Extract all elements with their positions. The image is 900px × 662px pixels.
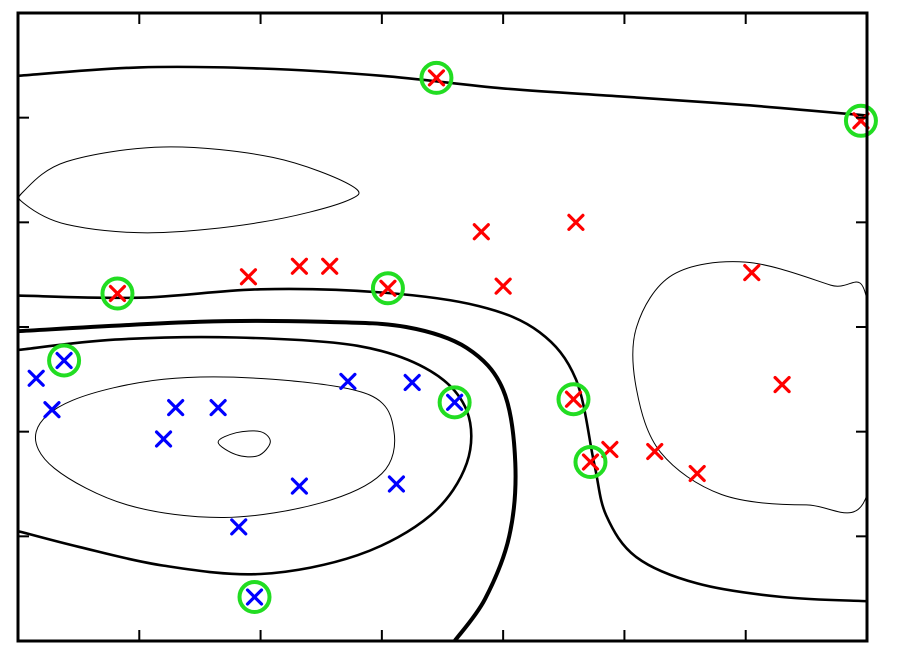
cross-stroke bbox=[403, 373, 421, 392]
red-cross-point bbox=[239, 268, 258, 286]
support-vector-ring bbox=[437, 385, 472, 420]
data-points bbox=[27, 69, 870, 606]
contour-line-inner bbox=[217, 430, 271, 458]
cross-stroke bbox=[321, 257, 339, 275]
cross-stroke bbox=[27, 369, 45, 387]
red-cross-point bbox=[567, 213, 585, 231]
cross-stroke bbox=[290, 257, 308, 275]
contour-line-inner bbox=[632, 261, 867, 514]
red-cross-point bbox=[688, 464, 706, 483]
support-vector-ring bbox=[100, 276, 135, 311]
red-cross-point bbox=[379, 279, 397, 297]
blue-cross-point bbox=[167, 398, 185, 417]
support-vector-ring bbox=[556, 382, 591, 417]
red-cross-point bbox=[427, 69, 446, 87]
cross-stroke bbox=[564, 390, 583, 408]
red-cross-point bbox=[564, 390, 583, 408]
cross-stroke bbox=[239, 268, 258, 286]
red-cross-point bbox=[743, 263, 761, 282]
blue-cross-point bbox=[339, 372, 357, 391]
cross-stroke bbox=[387, 475, 406, 493]
cross-stroke bbox=[688, 464, 706, 483]
cross-stroke bbox=[108, 284, 127, 303]
blue-cross-point bbox=[245, 588, 264, 606]
cross-stroke bbox=[446, 393, 464, 411]
cross-stroke bbox=[379, 279, 397, 297]
cross-stroke bbox=[167, 398, 185, 417]
blue-cross-point bbox=[55, 351, 73, 370]
blue-cross-point bbox=[154, 430, 173, 448]
red-cross-point bbox=[472, 223, 490, 241]
cross-stroke bbox=[427, 69, 446, 87]
contour-line-margin bbox=[18, 287, 867, 603]
cross-stroke bbox=[581, 453, 600, 471]
cross-stroke bbox=[743, 263, 761, 282]
cross-stroke bbox=[646, 442, 664, 461]
red-cross-point bbox=[646, 442, 664, 461]
contour-line-inner bbox=[18, 146, 360, 234]
cross-stroke bbox=[55, 351, 73, 370]
support-vector-ring bbox=[47, 343, 82, 378]
red-cross-point bbox=[321, 257, 339, 275]
cross-stroke bbox=[230, 518, 248, 536]
red-cross-point bbox=[108, 284, 127, 303]
red-cross-point bbox=[581, 453, 600, 471]
contour-line-boundary bbox=[18, 318, 518, 641]
blue-cross-point bbox=[43, 401, 61, 419]
support-vector-ring bbox=[370, 271, 405, 306]
contour-line-margin bbox=[18, 335, 473, 576]
red-cross-point bbox=[290, 257, 308, 275]
decision-contours bbox=[18, 65, 867, 641]
red-cross-point bbox=[494, 277, 512, 295]
cross-stroke bbox=[154, 430, 173, 448]
blue-cross-point bbox=[290, 477, 308, 495]
red-cross-point bbox=[773, 375, 791, 394]
plot-frame bbox=[16, 11, 869, 643]
cross-stroke bbox=[472, 223, 490, 241]
support-vector-ring bbox=[419, 60, 454, 95]
support-vector-rings bbox=[47, 60, 878, 615]
blue-cross-point bbox=[446, 393, 464, 411]
cross-stroke bbox=[494, 277, 512, 295]
cross-stroke bbox=[43, 401, 61, 419]
support-vector-ring bbox=[573, 445, 608, 480]
cross-stroke bbox=[567, 213, 585, 231]
cross-stroke bbox=[290, 477, 308, 495]
cross-stroke bbox=[245, 588, 264, 606]
support-vector-ring bbox=[843, 103, 878, 138]
blue-cross-point bbox=[230, 518, 248, 536]
support-vector-ring bbox=[237, 580, 272, 615]
blue-cross-point bbox=[27, 369, 45, 387]
cross-stroke bbox=[209, 398, 227, 417]
axes bbox=[16, 11, 869, 643]
blue-cross-point bbox=[403, 373, 421, 392]
cross-stroke bbox=[339, 372, 357, 391]
blue-cross-point bbox=[209, 398, 227, 417]
contour-line-inner bbox=[34, 376, 396, 519]
blue-cross-point bbox=[387, 475, 406, 493]
cross-stroke bbox=[773, 375, 791, 394]
